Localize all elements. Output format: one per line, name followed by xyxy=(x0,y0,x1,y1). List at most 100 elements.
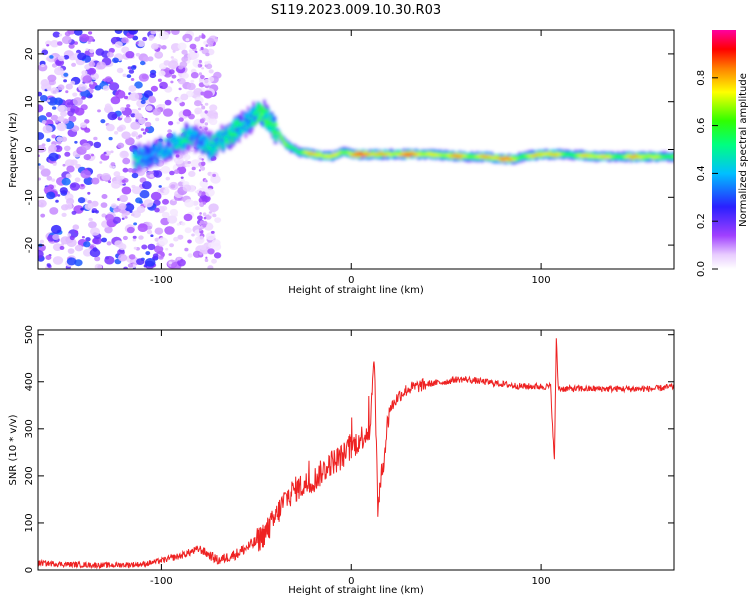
ridge-cell xyxy=(595,155,598,157)
ridge-cell xyxy=(435,152,439,156)
ridge-cell xyxy=(226,133,229,139)
noise-blob xyxy=(105,214,115,222)
ridge-cell xyxy=(346,151,350,154)
ridge-cell xyxy=(479,156,483,158)
ridge-cell xyxy=(534,152,537,156)
noise-blob xyxy=(130,78,135,81)
noise-blob xyxy=(97,109,101,113)
ridge-cell xyxy=(607,156,610,159)
noise-blob xyxy=(77,197,86,204)
ridge-cell xyxy=(606,154,609,158)
ridge-cell xyxy=(147,154,150,158)
noise-blob xyxy=(169,243,175,248)
noise-blob xyxy=(182,154,191,161)
noise-blob xyxy=(77,52,87,61)
ridge-cell xyxy=(626,155,629,158)
ridge-cell xyxy=(216,131,219,137)
ridge-cell xyxy=(235,122,238,129)
colorbar-tick-label: 0.6 xyxy=(696,118,707,134)
noise-blob xyxy=(94,256,101,262)
noise-blob xyxy=(155,117,160,122)
ridge-cell xyxy=(574,155,577,157)
ridge-cell xyxy=(493,157,496,159)
noise-blob xyxy=(69,235,75,241)
ridge-cell xyxy=(652,156,655,159)
noise-blob xyxy=(177,78,186,85)
ridge-cell xyxy=(168,148,172,159)
noise-blob xyxy=(173,169,180,174)
ridge-cell xyxy=(657,156,661,159)
ridge-cell xyxy=(164,144,168,151)
ridge-cell xyxy=(550,153,553,155)
ridge-cell xyxy=(319,153,322,155)
ridge-cell xyxy=(612,155,616,158)
x-tick-label: 100 xyxy=(532,576,551,587)
ridge-cell xyxy=(176,136,180,142)
noise-blob xyxy=(81,236,85,239)
ridge-cell xyxy=(478,154,481,157)
ridge-cell xyxy=(301,152,305,155)
ridge-cell xyxy=(152,155,156,161)
ridge-cell xyxy=(554,154,557,157)
noise-blob xyxy=(127,168,134,173)
ridge-cell xyxy=(233,130,237,136)
ridge-cell xyxy=(260,113,263,116)
ridge-cell xyxy=(312,153,315,157)
noise-blob xyxy=(128,30,139,35)
ridge-cell xyxy=(245,115,249,123)
ridge-cell xyxy=(144,162,148,166)
noise-blob xyxy=(72,92,78,97)
noise-blob xyxy=(175,154,180,158)
ridge-cell xyxy=(134,145,137,156)
ridge-cell xyxy=(152,150,156,154)
ridge-cell xyxy=(244,126,247,130)
noise-blob xyxy=(50,87,59,95)
ridge-cell xyxy=(204,138,208,145)
noise-blob xyxy=(138,117,147,125)
ridge-cell xyxy=(232,124,235,130)
ridge-cell xyxy=(552,152,556,156)
noise-blob xyxy=(140,128,145,132)
ridge-cell xyxy=(486,155,489,158)
ridge-cell xyxy=(312,152,315,155)
ridge-cell xyxy=(416,154,419,157)
ridge-cell xyxy=(208,146,212,150)
ridge-cell xyxy=(220,146,223,150)
ridge-cell xyxy=(341,151,344,154)
noise-blob xyxy=(150,85,158,92)
ridge-cell xyxy=(584,153,588,156)
ridge-cell xyxy=(406,153,410,156)
noise-blob xyxy=(125,51,135,59)
ridge-cell xyxy=(237,126,241,134)
ridge-cell xyxy=(202,133,205,139)
ridge-cell xyxy=(580,155,584,158)
ridge-cell xyxy=(368,152,371,155)
ridge-cell xyxy=(188,131,192,140)
ridge-cell xyxy=(271,124,274,127)
noise-blob xyxy=(48,152,59,162)
noise-blob xyxy=(212,173,217,177)
noise-blob xyxy=(164,99,172,106)
ridge-cell xyxy=(645,155,649,158)
ridge-cell xyxy=(203,135,206,144)
noise-blob xyxy=(165,186,168,190)
ridge-cell xyxy=(265,111,269,120)
noise-blob xyxy=(158,70,166,77)
noise-blob xyxy=(158,255,164,260)
noise-blob xyxy=(130,113,136,118)
ridge-cell xyxy=(174,137,177,143)
ridge-cell xyxy=(313,152,317,155)
ridge-cell xyxy=(281,139,285,142)
noise-blob xyxy=(149,174,155,178)
noise-blob xyxy=(199,157,203,160)
ridge-cell xyxy=(219,130,222,136)
ridge-cell xyxy=(237,122,241,126)
ridge-cell xyxy=(264,122,267,125)
noise-blob xyxy=(109,82,120,91)
ridge-cell xyxy=(237,114,241,126)
ridge-cell xyxy=(622,155,625,159)
ridge-cell xyxy=(182,129,185,133)
ridge-cell xyxy=(628,156,631,158)
noise-blob xyxy=(205,180,208,183)
noise-blob xyxy=(82,75,93,84)
